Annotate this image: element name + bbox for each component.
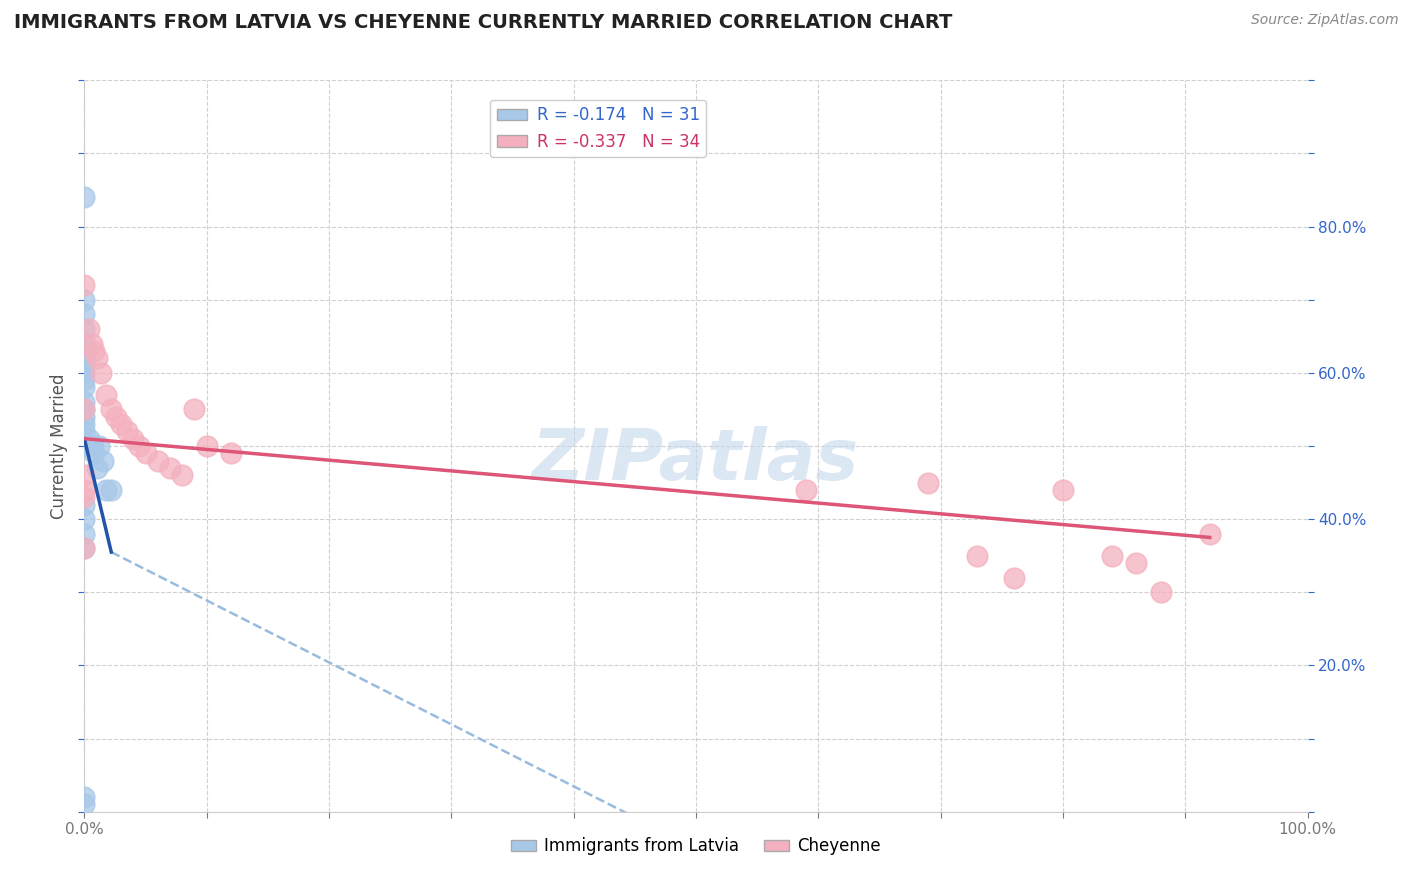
Point	[96, 483, 118, 497]
Point	[159, 461, 181, 475]
Point	[73, 307, 96, 321]
Point	[73, 425, 96, 439]
Point	[73, 417, 96, 431]
Point	[73, 278, 96, 293]
Point	[73, 402, 96, 417]
Point	[115, 425, 138, 439]
Point	[83, 343, 105, 358]
Text: ZIPatlas: ZIPatlas	[533, 426, 859, 495]
Point	[172, 468, 194, 483]
Point	[73, 797, 96, 812]
Legend: Immigrants from Latvia, Cheyenne: Immigrants from Latvia, Cheyenne	[505, 830, 887, 862]
Point	[73, 380, 96, 394]
Point	[128, 439, 150, 453]
Point	[77, 322, 100, 336]
Point	[1002, 571, 1025, 585]
Y-axis label: Currently Married: Currently Married	[49, 373, 67, 519]
Point	[917, 475, 939, 490]
Point	[73, 512, 96, 526]
Point	[73, 395, 96, 409]
Point	[1150, 585, 1173, 599]
Point	[73, 293, 96, 307]
Point	[73, 373, 96, 387]
Point	[73, 790, 96, 805]
Point	[73, 322, 96, 336]
Point	[100, 483, 122, 497]
Point	[73, 402, 96, 417]
Point	[1101, 549, 1123, 563]
Point	[219, 446, 242, 460]
Point	[73, 359, 96, 373]
Point	[73, 541, 96, 556]
Point	[135, 446, 157, 460]
Point	[1052, 483, 1074, 497]
Point	[96, 388, 118, 402]
Text: IMMIGRANTS FROM LATVIA VS CHEYENNE CURRENTLY MARRIED CORRELATION CHART: IMMIGRANTS FROM LATVIA VS CHEYENNE CURRE…	[14, 13, 952, 32]
Point	[1125, 556, 1147, 570]
Point	[73, 541, 96, 556]
Point	[86, 351, 108, 366]
Point	[73, 498, 96, 512]
Point	[86, 461, 108, 475]
Point	[90, 366, 112, 380]
Point	[73, 343, 96, 358]
Point	[794, 483, 817, 497]
Text: Source: ZipAtlas.com: Source: ZipAtlas.com	[1251, 13, 1399, 28]
Point	[1198, 526, 1220, 541]
Point	[100, 402, 122, 417]
Point	[73, 483, 96, 497]
Point	[80, 439, 103, 453]
Point	[80, 336, 103, 351]
Point	[183, 402, 205, 417]
Point	[966, 549, 988, 563]
Point	[73, 468, 96, 483]
Point	[195, 439, 218, 453]
Point	[87, 439, 110, 453]
Point	[73, 351, 96, 366]
Point	[73, 490, 96, 504]
Point	[73, 190, 96, 204]
Point	[105, 409, 128, 424]
Point	[77, 432, 100, 446]
Point	[73, 409, 96, 424]
Point	[146, 453, 169, 467]
Point	[73, 336, 96, 351]
Point	[122, 432, 145, 446]
Point	[82, 439, 104, 453]
Point	[73, 526, 96, 541]
Point	[110, 417, 132, 431]
Point	[83, 446, 105, 460]
Point	[91, 453, 114, 467]
Point	[73, 366, 96, 380]
